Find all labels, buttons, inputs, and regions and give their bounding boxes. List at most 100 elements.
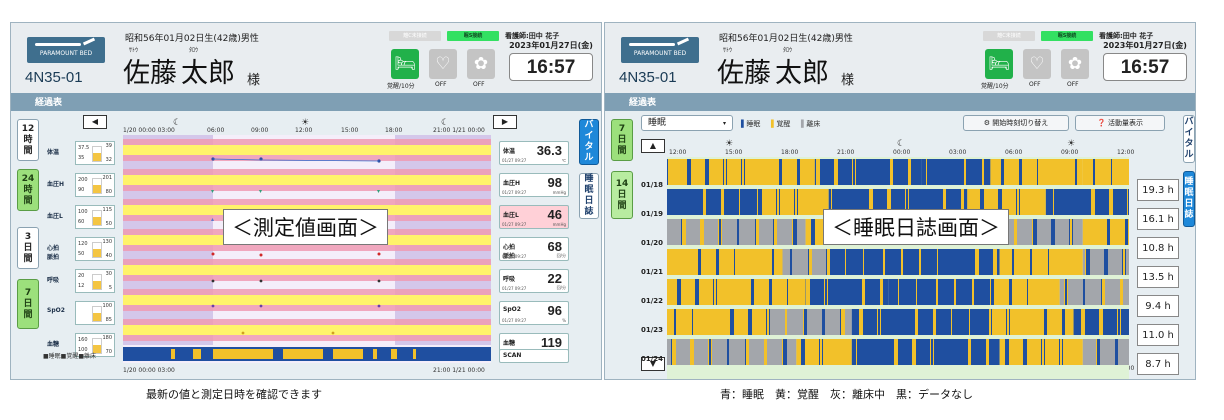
latest-value-card[interactable]: 呼吸 22 01/27 09:27 回/分 bbox=[499, 269, 569, 293]
logo-text: PARAMOUNT BED bbox=[633, 50, 687, 57]
stripe-segment bbox=[949, 339, 951, 365]
stripe-segment bbox=[777, 189, 779, 215]
value-date: 01/27 09:27 bbox=[502, 158, 527, 163]
stripe-segment bbox=[998, 189, 1002, 215]
bed-icon[interactable]: 🛏 bbox=[391, 49, 419, 79]
awake-segment bbox=[213, 349, 273, 359]
range-12h-button[interactable]: 12 時 間 bbox=[17, 119, 39, 161]
stripe-segment bbox=[709, 339, 711, 365]
sleep-hours: 13.5 h bbox=[1137, 266, 1179, 288]
stripe-segment bbox=[1072, 189, 1075, 215]
range-7d-button[interactable]: 7 日 間 bbox=[611, 119, 633, 161]
legend-awake-label: 覚醒 bbox=[776, 120, 791, 128]
range-3d-button[interactable]: 3 日 間 bbox=[17, 227, 39, 269]
switch-start-time-button[interactable]: ⚙ 開始時刻切り替え bbox=[963, 115, 1069, 131]
prev-arrow-button[interactable]: ◀ bbox=[83, 115, 107, 129]
legend-sleep-label: 睡眠 bbox=[746, 120, 761, 128]
awake-segment bbox=[667, 279, 806, 305]
tab-vitals[interactable]: バ イ タ ル bbox=[1183, 115, 1195, 163]
stripe-segment bbox=[1062, 309, 1065, 335]
clock: 16:57 bbox=[1103, 53, 1187, 81]
scale-box: 20 12 30 5 bbox=[75, 269, 115, 293]
tab-sleep-diary[interactable]: 睡 眠 日 誌 bbox=[1183, 171, 1195, 227]
gauge bbox=[92, 146, 102, 162]
value-date: 01/27 09:27 bbox=[502, 190, 527, 195]
row-label: 血圧H bbox=[47, 181, 65, 188]
stripe-segment bbox=[1123, 249, 1125, 275]
latest-value-card[interactable]: 体温 36.3 01/27 09:27 ℃ bbox=[499, 141, 569, 165]
stripe-segment bbox=[906, 189, 908, 215]
day-label: 01/22 bbox=[641, 297, 664, 305]
stripe-segment bbox=[1005, 339, 1009, 365]
time-start: 1/20 00:00 03:00 bbox=[123, 127, 175, 134]
stripe-segment bbox=[746, 339, 749, 365]
stripe-segment bbox=[700, 219, 704, 245]
stripe-segment bbox=[756, 219, 759, 245]
stripe-segment bbox=[1056, 159, 1060, 185]
normal-band bbox=[123, 145, 491, 155]
heart-icon[interactable]: ♡ bbox=[429, 49, 457, 79]
latest-value-card[interactable]: 血圧L 46 01/27 09:27 mmHg bbox=[499, 205, 569, 229]
svg-text:▾: ▾ bbox=[211, 188, 214, 195]
tab-sleep-diary[interactable]: 睡 眠 日 誌 bbox=[579, 173, 599, 219]
stripe-segment bbox=[862, 279, 865, 305]
nurse-name: 看護師:田中 花子 bbox=[505, 32, 560, 40]
kana-first: ﾀﾛｳ bbox=[783, 47, 793, 54]
stripe-segment bbox=[724, 159, 726, 185]
stripe-segment bbox=[719, 219, 721, 245]
latest-value-card[interactable]: 心拍 脈拍 68 01/27 09:27 回/分 bbox=[499, 237, 569, 261]
range-14d-button[interactable]: 14 日 間 bbox=[611, 171, 633, 219]
sleep-hours: 11.0 h bbox=[1137, 324, 1179, 346]
stripe-segment bbox=[982, 159, 984, 185]
scan-button[interactable]: SCAN bbox=[499, 349, 569, 363]
stripe-segment bbox=[896, 309, 898, 335]
stripe-segment bbox=[1088, 219, 1090, 245]
scale2-hi: 115 bbox=[102, 207, 112, 213]
stripe-segment bbox=[853, 159, 855, 185]
stripe-segment bbox=[735, 249, 739, 275]
stripe-segment bbox=[1078, 339, 1080, 365]
view-select[interactable]: 睡眠 ▾ bbox=[641, 115, 733, 131]
stripe-segment bbox=[1075, 159, 1077, 185]
scale2-lo: 40 bbox=[105, 253, 112, 259]
scale2-lo: 32 bbox=[105, 157, 112, 163]
scale-hi: 20 bbox=[78, 273, 85, 279]
next-arrow-button[interactable]: ▶ bbox=[493, 115, 517, 129]
stripe-segment bbox=[816, 159, 820, 185]
sleep-diary-screen: PARAMOUNT BED 4N35-01 昭和56年01月02日生(42歳)男… bbox=[604, 22, 1196, 380]
stripe-segment bbox=[801, 339, 805, 365]
legend-awake: ▌覚醒 bbox=[771, 120, 791, 128]
patient-last-name: 佐藤 bbox=[123, 58, 177, 89]
heart-icon[interactable]: ♡ bbox=[1023, 49, 1051, 79]
lungs-icon[interactable]: ✿ bbox=[467, 49, 495, 79]
sun-icon: ☀ bbox=[301, 118, 310, 128]
stripe-segment bbox=[668, 159, 671, 185]
stripe-segment bbox=[1023, 339, 1027, 365]
range-7d-button[interactable]: 7 日 間 bbox=[17, 279, 39, 329]
awake-segment bbox=[667, 249, 783, 275]
tab-vitals[interactable]: バ イ タ ル bbox=[579, 119, 599, 165]
latest-value-card[interactable]: 血圧H 98 01/27 09:27 mmHg bbox=[499, 173, 569, 197]
bed-icon[interactable]: 🛏 bbox=[985, 49, 1013, 79]
scroll-down-button[interactable]: ▼ bbox=[641, 357, 665, 371]
range-24h-button[interactable]: 24 時 間 bbox=[17, 169, 39, 211]
stripe-segment bbox=[945, 159, 949, 185]
activity-display-button[interactable]: ❓ 活動量表示 bbox=[1075, 115, 1165, 131]
scale2-hi: 130 bbox=[102, 239, 112, 245]
stripe-segment bbox=[732, 279, 734, 305]
stripe-segment bbox=[834, 159, 838, 185]
scroll-up-button[interactable]: ▲ bbox=[641, 139, 665, 153]
stripe-segment bbox=[956, 249, 959, 275]
lungs-icon[interactable]: ✿ bbox=[1061, 49, 1089, 79]
tick-label: 21:00 bbox=[837, 149, 855, 156]
gauge bbox=[92, 210, 102, 226]
stripe-segment bbox=[989, 309, 991, 335]
stripe-segment bbox=[968, 339, 971, 365]
latest-value-card[interactable]: SpO2 96 01/27 09:27% bbox=[499, 301, 569, 325]
stripe-segment bbox=[811, 219, 815, 245]
honorific: 様 bbox=[247, 73, 261, 88]
tick-label: 09:00 bbox=[251, 127, 269, 134]
away-segment bbox=[1082, 339, 1129, 365]
day-label: 01/18 bbox=[641, 181, 664, 189]
stripe-segment bbox=[1054, 189, 1057, 215]
